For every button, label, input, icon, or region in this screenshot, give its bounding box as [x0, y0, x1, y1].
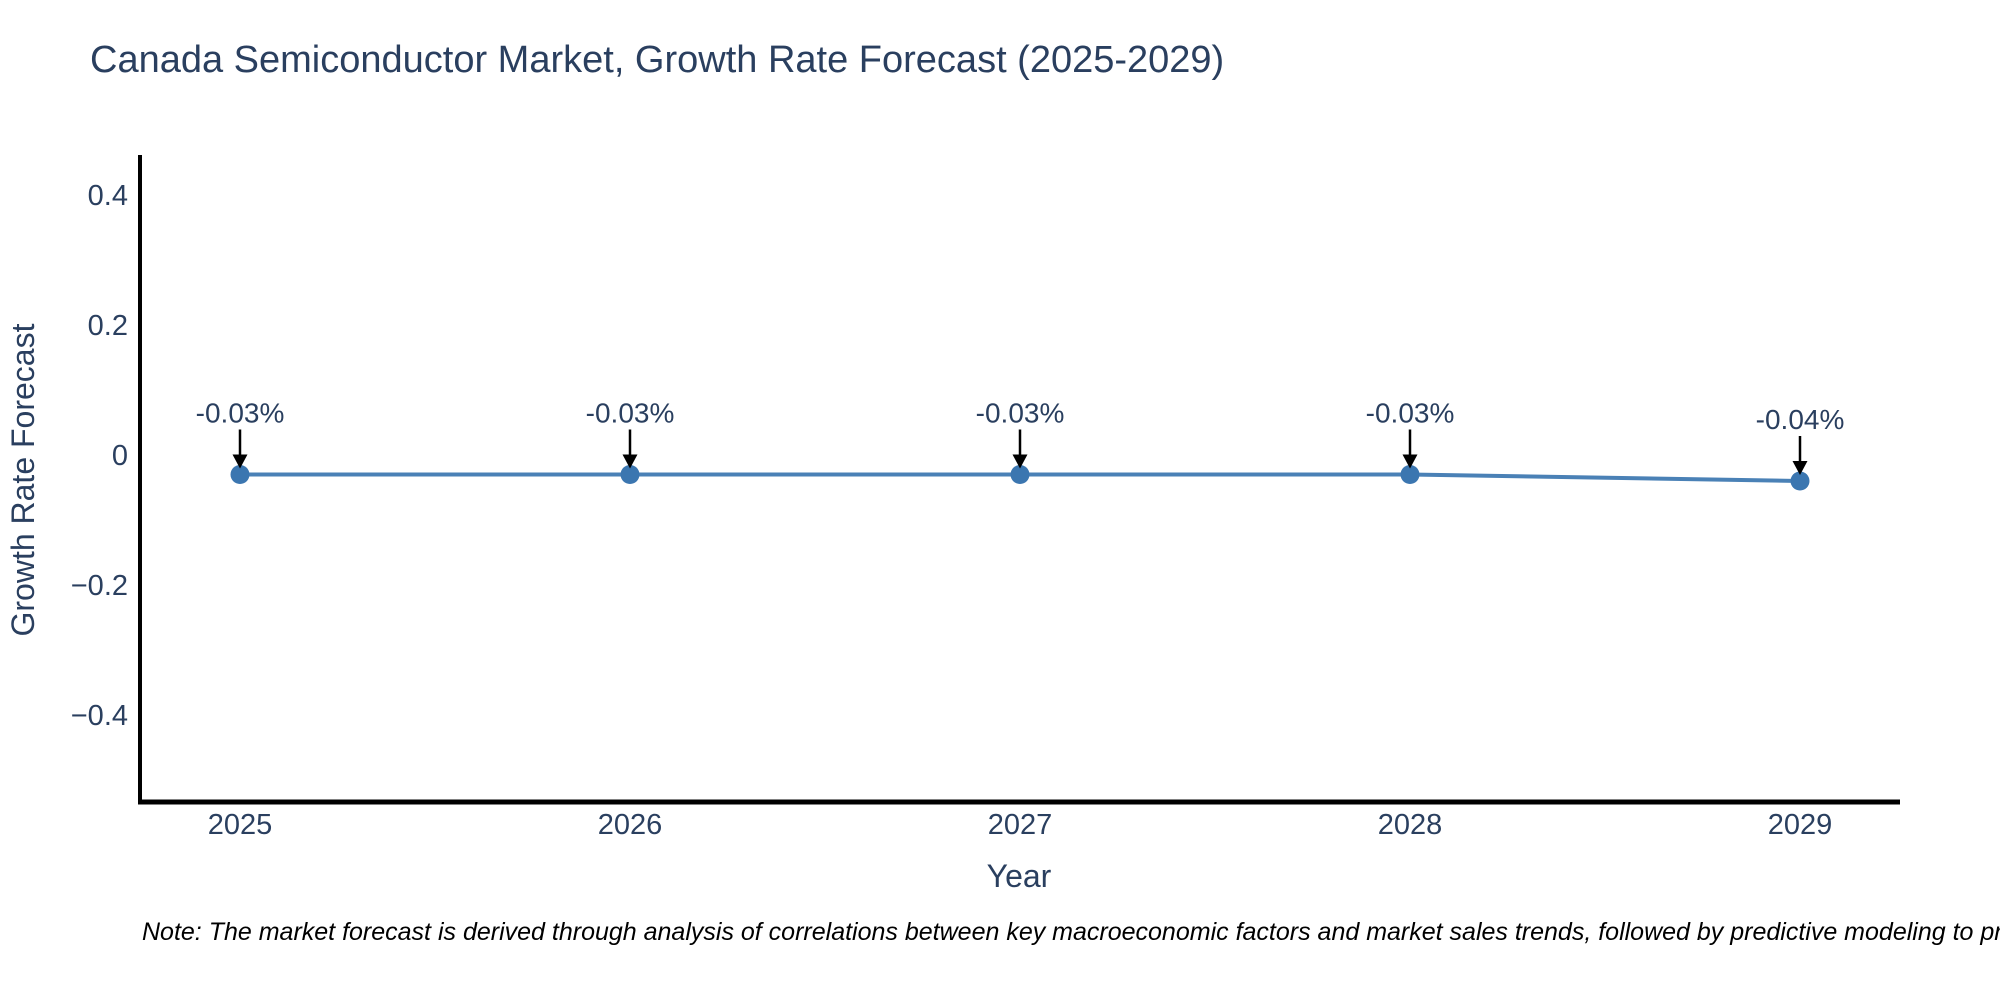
data-point[interactable] — [1010, 465, 1030, 484]
x-tick-labels: 2025 2026 2027 2028 2029 — [208, 809, 1833, 841]
y-tick-label: 0.4 — [88, 180, 128, 212]
x-axis-title: Year — [987, 858, 1052, 894]
y-axis-title: Growth Rate Forecast — [5, 323, 41, 636]
point-annotations: -0.03% -0.03% -0.03% -0.03% -0.04% — [196, 398, 1845, 475]
y-tick-label: 0.2 — [88, 310, 128, 342]
point-value-label: -0.04% — [1756, 404, 1845, 435]
chart-title: Canada Semiconductor Market, Growth Rate… — [90, 39, 1225, 81]
annotation-arrowhead-icon — [622, 454, 638, 469]
y-tick-label: 0 — [112, 440, 128, 472]
annotation-arrowhead-icon — [232, 454, 248, 469]
annotation-arrowhead-icon — [1792, 461, 1808, 475]
footnote: Note: The market forecast is derived thr… — [142, 918, 2000, 946]
point-value-label: -0.03% — [196, 398, 285, 429]
point-value-label: -0.03% — [586, 398, 675, 429]
point-value-label: -0.03% — [1366, 398, 1455, 429]
data-point[interactable] — [1790, 471, 1810, 491]
annotation-arrowhead-icon — [1402, 454, 1418, 469]
y-tick-label: −0.4 — [71, 700, 128, 732]
point-value-label: -0.03% — [976, 398, 1065, 429]
data-point[interactable] — [1400, 465, 1420, 484]
x-tick-label: 2026 — [598, 809, 663, 841]
data-point[interactable] — [620, 465, 640, 484]
annotation-arrowhead-icon — [1012, 454, 1028, 469]
x-tick-label: 2025 — [208, 809, 273, 841]
data-point[interactable] — [230, 465, 250, 484]
x-tick-label: 2028 — [1378, 809, 1443, 841]
y-tick-labels: 0.4 0.2 0 −0.2 −0.4 — [71, 180, 128, 732]
x-tick-label: 2029 — [1768, 809, 1833, 841]
y-tick-label: −0.2 — [71, 570, 128, 602]
forecast-line-series — [230, 465, 1810, 491]
x-tick-label: 2027 — [988, 809, 1053, 841]
